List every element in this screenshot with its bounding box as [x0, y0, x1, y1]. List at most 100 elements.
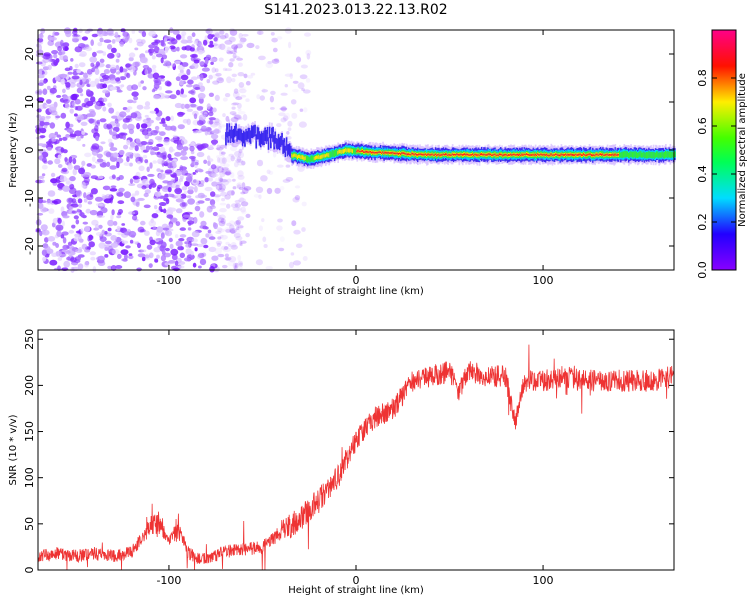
- heatmap-noise-blob: [219, 124, 227, 128]
- heatmap-noise-blob: [236, 223, 244, 231]
- heatmap-noise-blob: [209, 107, 214, 114]
- heatmap-noise-blob: [228, 243, 232, 247]
- snr-x-axis-label: Height of straight line (km): [288, 585, 424, 596]
- heatmap-band-cell: [307, 155, 309, 163]
- heatmap-noise-blob: [138, 165, 145, 172]
- heatmap-noise-blob: [126, 72, 131, 79]
- heatmap-band-cell: [484, 153, 486, 156]
- heatmap-noise-blob: [238, 39, 244, 45]
- heatmap-noise-blob: [219, 177, 224, 183]
- heatmap-noise-blob: [111, 134, 120, 140]
- heatmap-noise-blob: [130, 112, 138, 119]
- heatmap-band-cell: [586, 154, 589, 156]
- heatmap-noise-blob: [128, 37, 133, 44]
- heatmap-noise-blob: [180, 156, 189, 161]
- heatmap-band-cell: [648, 151, 650, 158]
- heatmap-band-cell: [366, 150, 369, 153]
- heatmap-noise-blob: [236, 207, 242, 211]
- heatmap-noise-blob: [236, 57, 244, 61]
- heatmap-noise-blob: [225, 155, 233, 163]
- heatmap-noise-blob: [120, 249, 129, 256]
- heatmap-noise-blob: [111, 115, 118, 119]
- heatmap-noise-blob: [98, 203, 106, 207]
- heatmap-noise-blob: [77, 263, 84, 270]
- heatmap-noise-blob: [301, 201, 307, 207]
- heatmap-band-cell: [446, 153, 448, 156]
- heatmap-noise-blob: [137, 253, 146, 258]
- heatmap-noise-blob: [91, 149, 99, 156]
- heatmap-band-cell: [274, 131, 277, 144]
- heatmap-band-cell: [520, 154, 522, 157]
- heatmap-noise-blob: [70, 257, 77, 263]
- heatmap-band-cell: [511, 154, 513, 156]
- heatmap-noise-blob: [184, 172, 191, 176]
- heatmap-noise-blob: [255, 45, 260, 50]
- heatmap-noise-blob: [94, 68, 100, 75]
- heatmap-noise-blob: [168, 237, 173, 243]
- heatmap-band-cell: [501, 153, 503, 156]
- heatmap-noise-blob: [223, 246, 229, 250]
- heatmap-band-cell: [418, 153, 420, 156]
- heatmap-noise-blob: [243, 73, 248, 79]
- heatmap-noise-blob: [51, 138, 57, 142]
- heatmap-noise-blob: [108, 107, 115, 114]
- heatmap-band-cell: [368, 151, 371, 153]
- heatmap-band-cell: [645, 152, 648, 159]
- heatmap-band-cell: [317, 155, 319, 159]
- heatmap-band-cell: [574, 154, 576, 157]
- heatmap-noise-blob: [51, 50, 59, 55]
- heatmap-noise-blob: [220, 185, 224, 193]
- heatmap-noise-blob: [154, 125, 160, 131]
- heatmap-noise-blob: [94, 125, 99, 132]
- heatmap-noise-blob: [288, 41, 292, 49]
- heatmap-noise-blob: [146, 141, 154, 145]
- heatmap-noise-blob: [226, 49, 231, 54]
- heatmap-noise-blob: [226, 222, 232, 227]
- heatmap-noise-blob: [197, 92, 206, 100]
- heatmap-noise-blob: [88, 241, 95, 248]
- heatmap-noise-blob: [208, 158, 214, 162]
- heatmap-noise-blob: [225, 115, 230, 122]
- heatmap-noise-blob: [148, 48, 152, 54]
- heatmap-noise-blob: [178, 238, 185, 242]
- heatmap-noise-blob: [92, 51, 97, 58]
- heatmap-noise-blob: [240, 191, 246, 195]
- heatmap-noise-blob: [194, 185, 198, 193]
- heatmap-band-cell: [320, 155, 323, 159]
- heatmap-noise-blob: [224, 68, 233, 72]
- heatmap-noise-blob: [99, 236, 107, 243]
- heatmap-band-cell: [472, 153, 474, 156]
- heatmap-noise-blob: [96, 119, 101, 125]
- heatmap-band-cell: [427, 153, 429, 156]
- heatmap-noise-blob: [160, 169, 164, 173]
- heatmap-noise-blob: [59, 50, 66, 55]
- heatmap-band-cell: [230, 126, 233, 139]
- heatmap-band-cell: [662, 152, 665, 159]
- heatmap-band-cell: [367, 151, 370, 154]
- heatmap-band-cell: [281, 132, 283, 146]
- heatmap-noise-blob: [235, 236, 243, 241]
- heatmap-band-cell: [498, 153, 501, 156]
- heatmap-noise-blob: [158, 202, 167, 206]
- heatmap-band-cell: [338, 149, 341, 154]
- heatmap-noise-blob: [212, 211, 218, 217]
- heatmap-noise-blob: [235, 43, 243, 49]
- heatmap-noise-blob: [125, 63, 131, 68]
- heatmap-noise-blob: [68, 229, 75, 234]
- heatmap-noise-blob: [60, 147, 64, 153]
- heatmap-noise-blob: [115, 64, 120, 71]
- heatmap-noise-blob: [222, 113, 226, 118]
- heatmap-band-cell: [580, 154, 583, 157]
- heatmap-noise-blob: [152, 226, 157, 230]
- heatmap-noise-blob: [82, 143, 86, 147]
- heatmap-band-cell: [285, 137, 288, 151]
- heatmap-noise-blob: [215, 195, 220, 202]
- heatmap-band-cell: [341, 149, 344, 154]
- heatmap-noise-blob: [253, 194, 260, 198]
- heatmap-noise-blob: [48, 58, 52, 63]
- heatmap-noise-blob: [88, 235, 94, 239]
- heatmap-noise-blob: [258, 194, 262, 200]
- heatmap-band-cell: [363, 151, 365, 154]
- heatmap-noise-blob: [135, 138, 141, 144]
- heatmap-noise-blob: [172, 29, 180, 35]
